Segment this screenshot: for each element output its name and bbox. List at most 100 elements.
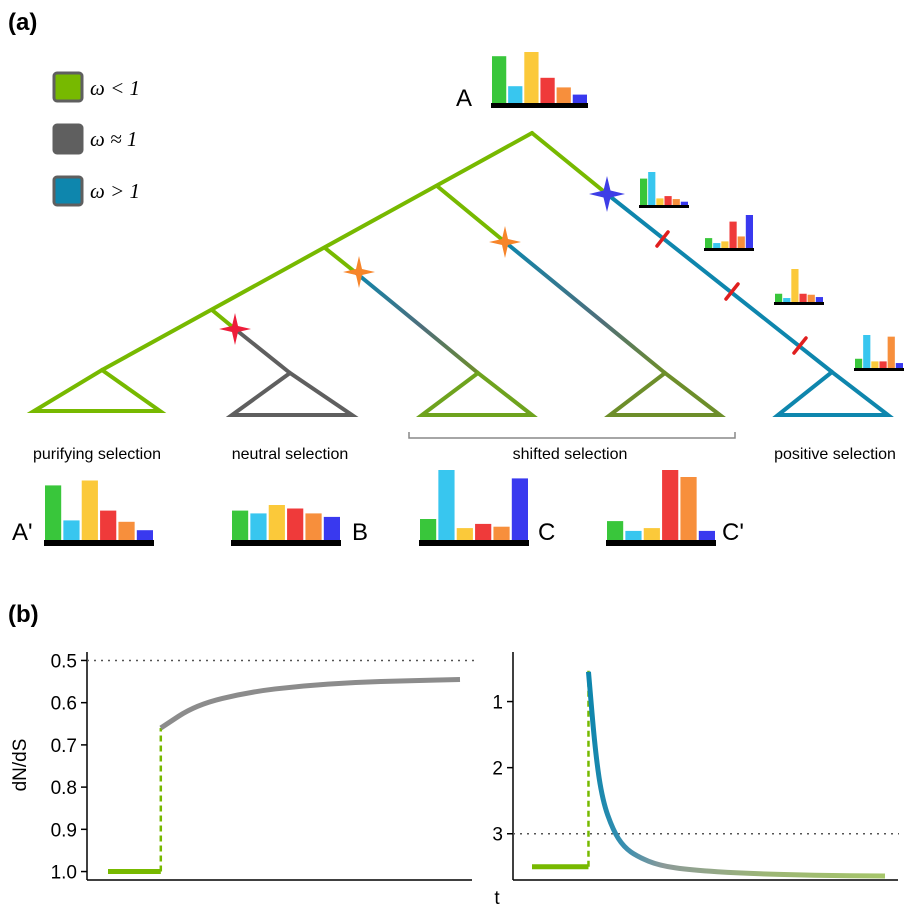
panel-b-label: (b) xyxy=(8,601,39,628)
histogram-bar xyxy=(524,52,539,103)
histogram-baseline xyxy=(774,302,824,305)
clade-shifted-c-prime xyxy=(604,370,726,417)
histogram-bar xyxy=(713,243,721,248)
histogram-bar xyxy=(287,508,304,540)
leaf-label-a-prime: A' xyxy=(12,519,33,546)
histogram-m1 xyxy=(639,172,689,208)
star-icon-shift-c xyxy=(343,256,375,288)
star-icon-shift-c-prime xyxy=(489,226,521,258)
histogram-bar xyxy=(791,269,799,302)
histogram-bar xyxy=(323,516,340,540)
histogram-baseline xyxy=(231,540,341,546)
legend-swatch-purifying xyxy=(52,71,84,103)
y-tick-label: 0.7 xyxy=(51,736,77,757)
histogram-baseline xyxy=(491,103,588,108)
histogram-bar xyxy=(895,363,903,368)
histogram-baseline xyxy=(44,540,154,546)
y-tick-label: 1 xyxy=(492,693,503,714)
histogram-bar xyxy=(680,201,688,205)
histogram-bar xyxy=(305,513,322,540)
histogram-b xyxy=(231,505,341,546)
histogram-a-prime xyxy=(44,480,154,546)
branch-positive-lower xyxy=(605,192,834,374)
histogram-bar xyxy=(855,358,863,368)
legend-label-positive: ω > 1 xyxy=(90,179,140,203)
branch-shifted-c-upper xyxy=(323,246,357,274)
histogram-bar xyxy=(63,520,80,540)
leaf-label-c-prime: C' xyxy=(722,519,744,546)
histogram-bar xyxy=(640,178,648,205)
y-tick-label: 0.6 xyxy=(51,694,77,715)
caption-purifying: purifying selection xyxy=(33,446,161,463)
panel-a-label: (a) xyxy=(8,9,37,36)
histogram-bar xyxy=(737,236,745,248)
histogram-bar xyxy=(643,528,660,540)
histogram-a xyxy=(491,52,588,108)
caption-shifted: shifted selection xyxy=(513,446,628,463)
histogram-m3 xyxy=(774,269,824,305)
branch-shifted-c-lower xyxy=(353,270,480,375)
y-tick-label: 2 xyxy=(492,759,503,780)
histogram-bar xyxy=(250,513,267,540)
x-axis-label: t xyxy=(494,888,500,908)
y-tick-label: 1.0 xyxy=(51,863,77,884)
leaf-label-c: C xyxy=(538,519,555,546)
y-tick-label: 0.9 xyxy=(51,820,77,841)
histogram-bar xyxy=(799,293,807,302)
clade-purifying xyxy=(26,367,167,413)
legend-label-neutral: ω ≈ 1 xyxy=(90,127,137,151)
phylogenetic-tree xyxy=(26,131,894,417)
histogram-bar xyxy=(783,298,791,302)
shifted-bracket xyxy=(408,432,736,439)
histogram-bar xyxy=(656,198,664,205)
histogram-bar xyxy=(887,336,895,368)
chart-right: 3 2 1 xyxy=(492,652,899,881)
y-tick-label: 0.8 xyxy=(51,778,77,799)
histogram-bar xyxy=(815,297,823,302)
histogram-bar xyxy=(438,470,455,540)
caption-positive: positive selection xyxy=(774,446,896,463)
histogram-bar xyxy=(268,505,285,540)
histogram-bar xyxy=(625,530,642,540)
substitution-marks xyxy=(655,230,808,355)
histogram-bar xyxy=(492,56,507,103)
amino-acid-histograms xyxy=(44,52,904,546)
legend: ω < 1 ω ≈ 1 ω > 1 xyxy=(52,71,140,207)
histogram-bar xyxy=(680,477,697,540)
histogram-bar xyxy=(493,526,510,540)
histogram-bar xyxy=(420,519,437,540)
histogram-baseline xyxy=(419,540,529,546)
legend-swatch-positive xyxy=(52,175,84,207)
histogram-m2 xyxy=(704,215,754,251)
left-series xyxy=(87,659,474,875)
substitution-mark-3 xyxy=(792,336,808,355)
histogram-bar xyxy=(45,485,62,540)
histogram-bar xyxy=(475,523,492,540)
clade-neutral xyxy=(225,370,359,417)
histogram-bar xyxy=(863,335,871,368)
substitution-mark-1 xyxy=(655,230,670,248)
histogram-bar xyxy=(705,238,713,248)
histogram-baseline xyxy=(854,368,904,371)
left-y-ticks: 1.0 0.9 0.8 0.7 0.6 0.5 xyxy=(51,651,87,884)
histogram-bar xyxy=(672,199,680,205)
histogram-bar xyxy=(81,480,98,540)
histogram-bar xyxy=(118,521,135,540)
branch-positive-upper xyxy=(530,131,609,196)
histogram-c xyxy=(419,470,529,546)
histogram-bar xyxy=(729,221,737,248)
histogram-bar xyxy=(648,172,656,205)
legend-swatch-neutral xyxy=(52,123,84,155)
y-tick-label: 0.5 xyxy=(51,651,77,672)
histogram-bar xyxy=(664,196,672,205)
histogram-bar xyxy=(745,215,753,248)
histogram-bar xyxy=(136,530,153,540)
root-label: A xyxy=(456,85,472,112)
branch-neutral-lower xyxy=(233,327,292,375)
star-icon-neutral-shift xyxy=(219,313,251,345)
caption-neutral: neutral selection xyxy=(232,446,349,463)
leaf-label-b: B xyxy=(352,519,368,546)
branch-shifted-c-prime-upper xyxy=(435,184,507,244)
histogram-bar xyxy=(540,77,555,103)
